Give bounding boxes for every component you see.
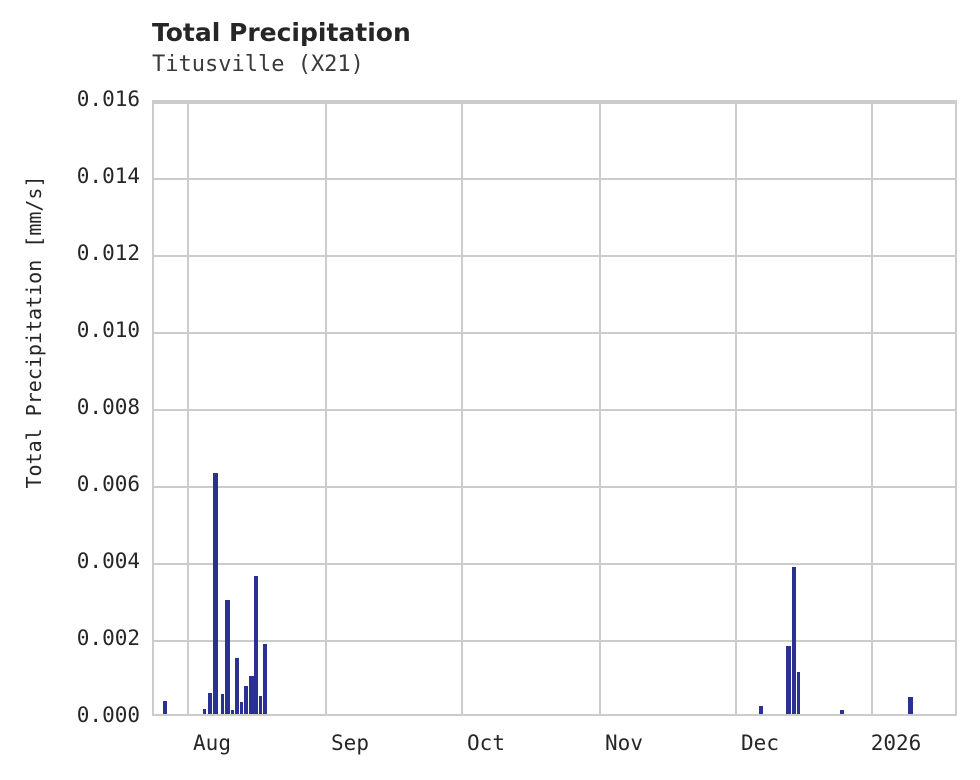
gridline-horizontal (154, 332, 955, 334)
gridline-horizontal (154, 563, 955, 565)
x-tick-label: Sep (331, 731, 369, 755)
gridline-horizontal (154, 178, 955, 180)
data-bar (263, 643, 267, 714)
data-bar (786, 645, 791, 714)
y-tick-label: 0.002 (76, 626, 140, 650)
data-bar (221, 693, 224, 714)
data-bar (225, 600, 230, 714)
gridline-vertical (735, 102, 737, 714)
gridline-vertical (461, 102, 463, 714)
chart-title: Total Precipitation (152, 18, 411, 47)
gridline-horizontal (154, 255, 955, 257)
data-bar (231, 709, 234, 714)
y-tick-label: 0.008 (76, 395, 140, 419)
gridline-horizontal (154, 102, 955, 104)
data-bar (213, 472, 218, 714)
x-tick-label: Dec (741, 731, 779, 755)
data-bar (797, 672, 800, 714)
y-axis-tick-labels: 0.000 0.002 0.004 0.006 0.008 0.010 0.012 0.014… (12, 0, 140, 780)
y-tick-label: 0.010 (76, 318, 140, 342)
y-tick-label: 0.004 (76, 549, 140, 573)
data-bar (235, 658, 239, 714)
gridline-vertical (187, 102, 189, 714)
data-bar (208, 692, 212, 714)
chart-subtitle: Titusville (X21) (152, 52, 364, 77)
plot-area (152, 100, 957, 716)
data-bar (240, 701, 243, 714)
y-tick-label: 0.000 (76, 703, 140, 727)
data-bar (908, 696, 913, 714)
gridline-vertical (599, 102, 601, 714)
data-bar (259, 696, 262, 714)
data-bar (254, 576, 258, 714)
gridline-vertical (325, 102, 327, 714)
gridline-horizontal (154, 486, 955, 488)
x-tick-label: Nov (605, 731, 643, 755)
data-bar (203, 709, 206, 714)
data-bar (163, 700, 167, 714)
data-bar (759, 705, 763, 714)
gridline-vertical (871, 102, 873, 714)
x-tick-label: 2026 (870, 731, 922, 755)
y-tick-label: 0.006 (76, 472, 140, 496)
gridline-horizontal (154, 409, 955, 411)
data-bar (244, 685, 248, 714)
data-bar (792, 566, 796, 714)
gridline-horizontal (154, 640, 955, 642)
x-tick-label: Aug (193, 731, 231, 755)
y-tick-label: 0.016 (76, 87, 140, 111)
y-tick-label: 0.012 (76, 241, 140, 265)
x-tick-label: Oct (467, 731, 505, 755)
data-bar (840, 709, 844, 714)
y-tick-label: 0.014 (76, 164, 140, 188)
data-bar (249, 676, 254, 714)
